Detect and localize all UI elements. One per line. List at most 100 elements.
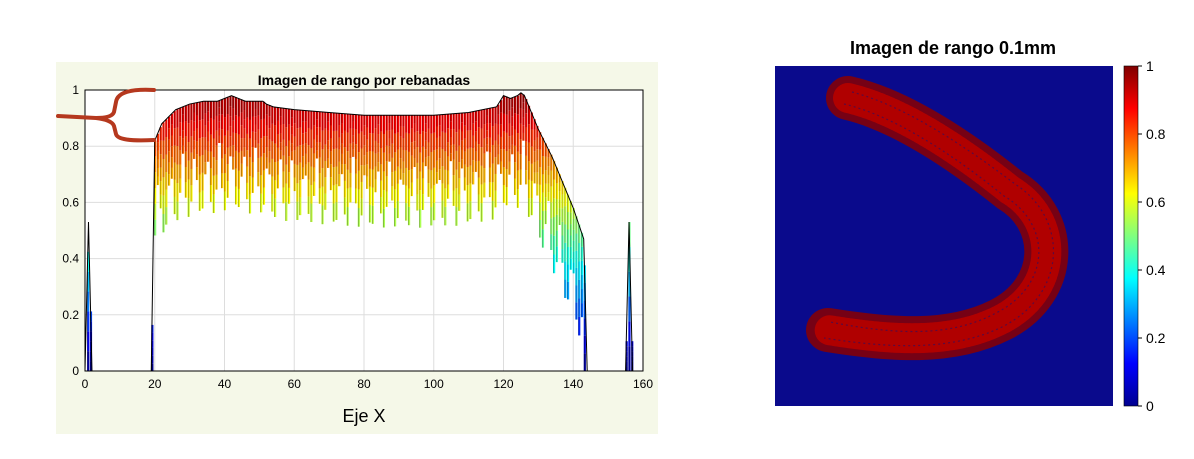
surface-slice [555, 183, 559, 200]
surface-slice [380, 115, 383, 132]
surface-slice [555, 167, 559, 184]
surface-slice [232, 145, 235, 158]
surface-slice [558, 182, 561, 192]
surface-slice [555, 214, 559, 231]
surface-slice [282, 139, 285, 156]
surface-slice [561, 181, 564, 195]
surface-slice [156, 159, 160, 168]
surface-slice [513, 129, 517, 146]
surface-slice [460, 122, 464, 132]
surface-slice [516, 170, 519, 190]
surface-slice [296, 128, 299, 147]
surface-slice [271, 123, 274, 142]
surface-slice [321, 111, 324, 131]
surface-slice [170, 157, 173, 168]
surface-slice [274, 162, 277, 181]
surface-slice [221, 129, 224, 144]
surface-slice [575, 267, 578, 286]
surface-slice [455, 132, 458, 151]
surface-slice [483, 153, 486, 169]
surface-slice [360, 165, 363, 182]
surface-slice [410, 128, 413, 143]
surface-slice [265, 136, 268, 148]
surface-slice [427, 169, 430, 184]
surface-slice [221, 114, 224, 130]
surface-slice [304, 164, 307, 176]
surface-slice [209, 185, 213, 202]
surface-slice [176, 201, 179, 221]
surface-slice [285, 108, 288, 128]
y-tick-label: 0.2 [62, 308, 79, 322]
surface-slice [279, 116, 282, 125]
surface-slice [327, 140, 330, 150]
surface-slice [374, 153, 377, 167]
surface-slice [282, 155, 285, 172]
surface-slice [416, 147, 419, 163]
surface-slice [313, 139, 316, 154]
surface-slice [260, 119, 263, 139]
surface-slice [307, 127, 310, 146]
surface-slice [491, 182, 494, 201]
surface-slice [156, 142, 160, 151]
surface-slice [435, 172, 439, 184]
left-chart-title: Imagen de rango por rebanadas [258, 72, 471, 88]
surface-slice [466, 185, 469, 204]
surface-slice [304, 143, 307, 154]
surface-slice [327, 149, 330, 159]
surface-slice [508, 123, 511, 137]
surface-slice [262, 170, 266, 188]
surface-slice [480, 109, 483, 129]
surface-slice [221, 173, 224, 189]
surface-slice [240, 138, 243, 151]
surface-slice [628, 296, 631, 322]
surface-slice [516, 151, 519, 171]
x-tick-label: 20 [148, 377, 162, 391]
surface-slice [321, 149, 324, 169]
surface-slice [287, 172, 291, 188]
surface-slice [578, 316, 581, 336]
surface-slice [226, 130, 229, 148]
surface-slice [391, 129, 394, 144]
surface-slice [159, 127, 162, 141]
surface-slice [268, 162, 271, 175]
surface-slice [547, 149, 550, 158]
surface-slice [486, 130, 489, 138]
surface-slice [508, 161, 511, 175]
surface-slice [187, 160, 190, 180]
surface-slice [232, 132, 235, 146]
surface-slice [296, 146, 299, 165]
surface-slice [625, 351, 628, 357]
surface-slice [511, 126, 514, 136]
surface-slice [181, 130, 185, 139]
surface-top-outline [84, 92, 643, 372]
surface-slice [201, 190, 204, 209]
surface-slice [307, 196, 310, 214]
surface-slice [477, 127, 480, 145]
surface-slice [215, 101, 218, 116]
surface-slice [240, 150, 243, 164]
surface-slice [181, 114, 185, 123]
surface-slice [572, 208, 575, 219]
surface-slice [486, 115, 489, 124]
surface-slice [539, 132, 542, 150]
surface-slice [502, 131, 505, 150]
surface-slice [385, 145, 388, 162]
surface-slice [469, 112, 472, 131]
surface-slice [452, 129, 455, 145]
surface-slice [290, 151, 293, 161]
surface-slice [522, 117, 525, 126]
surface-slice [265, 104, 268, 115]
surface-slice [352, 149, 355, 157]
surface-slice [513, 113, 517, 130]
surface-slice [154, 203, 157, 220]
surface-slice [628, 346, 631, 371]
surface-slice [536, 183, 539, 196]
surface-slice [268, 151, 271, 163]
surface-slice [340, 143, 344, 154]
surface-slice [324, 193, 327, 210]
surface-slice [511, 97, 514, 108]
surface-slice [195, 102, 199, 116]
surface-slice [168, 139, 171, 152]
colorbar-tick-label: 1 [1146, 58, 1154, 74]
surface-slice [488, 123, 492, 138]
